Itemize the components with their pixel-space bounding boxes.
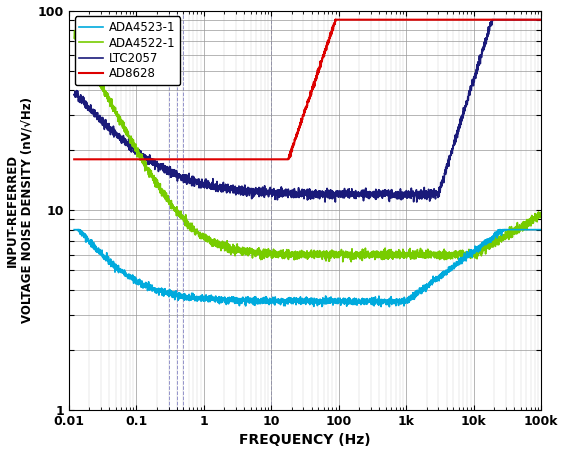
LTC2057 — [478, 49, 485, 54]
ADA4523-1 — [478, 242, 485, 247]
AD8628 — [270, 157, 277, 162]
ADA4522-1 — [538, 215, 545, 220]
ADA4522-1 — [529, 217, 536, 222]
AD8628 — [332, 17, 339, 22]
Legend: ADA4523-1, ADA4522-1, LTC2057, AD8628: ADA4523-1, ADA4522-1, LTC2057, AD8628 — [75, 16, 180, 85]
LTC2057 — [529, 17, 536, 22]
LTC2057 — [250, 187, 257, 193]
LTC2057 — [488, 17, 495, 22]
Line: LTC2057: LTC2057 — [74, 19, 541, 202]
ADA4522-1 — [348, 259, 355, 265]
ADA4523-1 — [270, 298, 277, 304]
ADA4523-1 — [152, 289, 158, 295]
Y-axis label: INPUT-REFERRED
VOLTAGE NOISE DENSITY (nV/√Hz): INPUT-REFERRED VOLTAGE NOISE DENSITY (nV… — [6, 97, 33, 323]
ADA4522-1 — [71, 35, 78, 41]
Line: AD8628: AD8628 — [74, 19, 541, 159]
ADA4522-1 — [270, 254, 277, 260]
ADA4523-1 — [529, 227, 536, 232]
ADA4523-1 — [386, 304, 393, 309]
LTC2057 — [538, 17, 545, 22]
ADA4523-1 — [538, 227, 545, 232]
ADA4522-1 — [479, 247, 486, 253]
AD8628 — [152, 157, 158, 162]
LTC2057 — [124, 141, 131, 147]
Line: ADA4523-1: ADA4523-1 — [74, 230, 541, 307]
LTC2057 — [321, 199, 328, 205]
AD8628 — [538, 17, 545, 22]
AD8628 — [478, 17, 485, 22]
ADA4522-1 — [124, 129, 131, 134]
ADA4523-1 — [124, 272, 131, 278]
Line: ADA4522-1: ADA4522-1 — [74, 31, 541, 262]
LTC2057 — [270, 192, 277, 197]
AD8628 — [250, 157, 257, 162]
LTC2057 — [71, 92, 78, 98]
ADA4522-1 — [152, 184, 158, 190]
ADA4522-1 — [250, 247, 257, 252]
LTC2057 — [152, 162, 158, 167]
AD8628 — [71, 157, 78, 162]
ADA4522-1 — [71, 28, 78, 34]
AD8628 — [124, 157, 131, 162]
ADA4523-1 — [71, 227, 78, 232]
X-axis label: FREQUENCY (Hz): FREQUENCY (Hz) — [239, 434, 371, 448]
AD8628 — [529, 17, 536, 22]
ADA4523-1 — [250, 300, 257, 305]
